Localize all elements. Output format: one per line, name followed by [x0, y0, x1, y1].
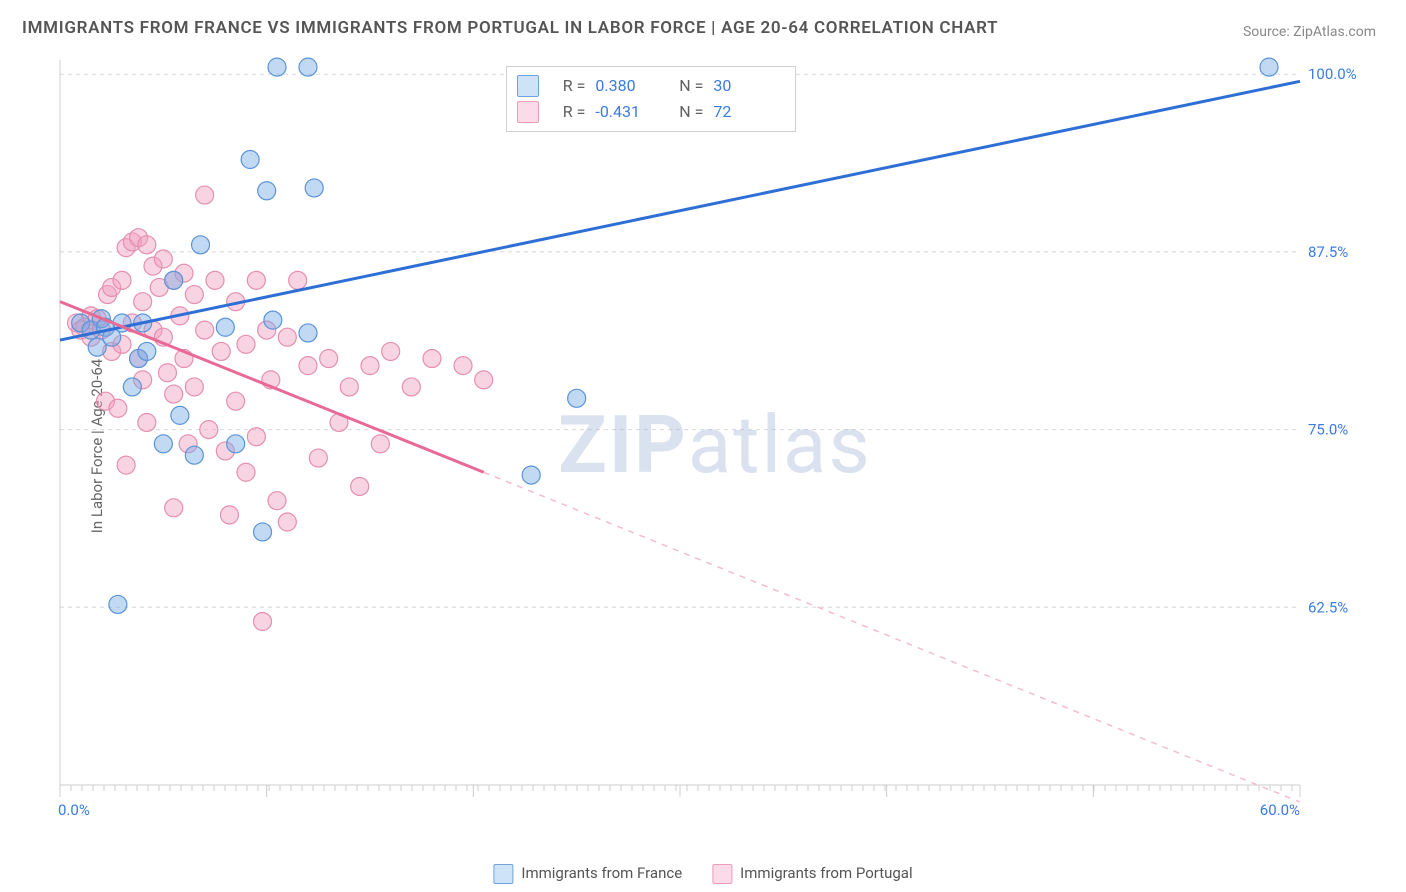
series-legend: Immigrants from France Immigrants from P… [493, 864, 912, 884]
chart-svg: 62.5% 75.0% 87.5% 100.0% 0.0% 60.0% [50, 55, 1380, 835]
stats-n-value: 72 [709, 99, 781, 125]
stats-row: R =0.380N =30 [517, 73, 781, 99]
source-attribution: Source: ZipAtlas.com [1243, 24, 1376, 40]
legend-label-france: Immigrants from France [521, 864, 682, 882]
legend-item-portugal: Immigrants from Portugal [712, 864, 912, 884]
swatch-portugal [712, 864, 732, 884]
stats-r-value: -0.431 [591, 99, 663, 125]
svg-text:87.5%: 87.5% [1308, 243, 1348, 261]
legend-item-france: Immigrants from France [493, 864, 682, 884]
chart-plot-area: 62.5%75.0%87.5%100.0%0.0%60.0% ZIPatlas … [50, 55, 1380, 835]
stats-n-label: N = [669, 99, 703, 125]
stats-n-value: 30 [709, 73, 781, 99]
stats-swatch [517, 101, 539, 123]
legend-label-portugal: Immigrants from Portugal [740, 864, 912, 882]
svg-text:100.0%: 100.0% [1308, 65, 1357, 83]
chart-title: IMMIGRANTS FROM FRANCE VS IMMIGRANTS FRO… [22, 18, 998, 38]
correlation-stats-legend: R =0.380N =30R =-0.431N =72 [506, 66, 796, 132]
source-label: Source: [1243, 24, 1290, 40]
stats-n-label: N = [669, 73, 703, 99]
svg-text:0.0%: 0.0% [58, 801, 90, 819]
svg-text:75.0%: 75.0% [1308, 421, 1348, 439]
stats-r-label: R = [551, 99, 585, 125]
stats-r-value: 0.380 [591, 73, 663, 99]
svg-text:60.0%: 60.0% [1260, 801, 1300, 819]
stats-r-label: R = [551, 73, 585, 99]
swatch-france [493, 864, 513, 884]
stats-row: R =-0.431N =72 [517, 99, 781, 125]
source-link[interactable]: ZipAtlas.com [1293, 24, 1376, 40]
stats-swatch [517, 75, 539, 97]
svg-text:62.5%: 62.5% [1308, 598, 1348, 616]
